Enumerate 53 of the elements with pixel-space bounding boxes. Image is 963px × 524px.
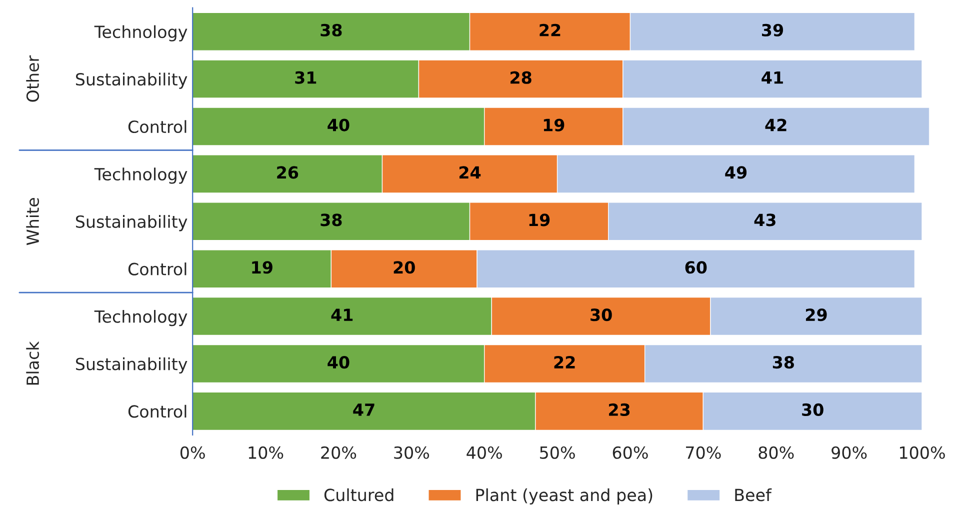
- x-tick-label: 50%: [540, 446, 575, 459]
- x-tick-label: 60%: [612, 446, 648, 459]
- x-tick-label: 0%: [180, 446, 205, 459]
- data-label: 41: [762, 71, 783, 84]
- y-tick-label: Control: [128, 120, 186, 134]
- legend-label: Cultured: [324, 488, 394, 502]
- data-label: 24: [459, 166, 481, 179]
- data-label: 23: [609, 403, 630, 416]
- data-label: 38: [320, 24, 342, 36]
- y-tick-label: Sustainability: [76, 357, 188, 374]
- data-label: 22: [540, 24, 560, 36]
- data-label: 38: [320, 214, 342, 226]
- data-label: 41: [331, 308, 353, 321]
- y-tick-label: Control: [128, 262, 186, 276]
- x-tick-label: 10%: [248, 446, 284, 459]
- y-tick-label: Technology: [94, 168, 188, 184]
- data-label: 40: [328, 356, 350, 369]
- data-label: 28: [510, 71, 532, 84]
- legend-label: Beef: [735, 488, 772, 502]
- data-label: 31: [295, 71, 316, 84]
- text: White: [26, 198, 40, 246]
- data-label: 39: [762, 24, 784, 36]
- data-label: 22: [554, 356, 575, 368]
- data-label: 30: [590, 308, 612, 322]
- data-label: 19: [252, 261, 272, 274]
- x-tick-label: 90%: [832, 446, 867, 459]
- text: Black: [26, 341, 40, 385]
- x-tick-label: 30%: [394, 446, 430, 459]
- x-tick-label: 100%: [900, 446, 945, 459]
- data-label: 29: [806, 308, 827, 322]
- data-label: 19: [544, 118, 564, 132]
- legend-label: Plant (yeast and pea): [476, 488, 652, 504]
- data-label: 42: [765, 118, 786, 132]
- x-tick-label: 40%: [466, 446, 502, 459]
- data-label: 19: [529, 214, 550, 226]
- data-label: 49: [725, 166, 747, 179]
- data-label: 20: [394, 261, 415, 274]
- data-label: 43: [754, 214, 776, 226]
- y-tick-label: Sustainability: [76, 72, 188, 89]
- data-label: 30: [802, 403, 824, 416]
- y-tick-label: Sustainability: [76, 215, 188, 232]
- data-label: 60: [685, 261, 707, 274]
- x-tick-label: 70%: [686, 446, 721, 459]
- x-tick-label: 20%: [321, 446, 356, 459]
- data-label: 40: [328, 118, 350, 132]
- y-tick-label: Control: [128, 404, 186, 418]
- data-label: 47: [353, 404, 374, 416]
- y-tick-label: Technology: [94, 310, 188, 326]
- text: Other: [26, 55, 40, 102]
- data-label: 26: [277, 166, 298, 179]
- y-tick-label: Technology: [94, 25, 188, 42]
- x-tick-label: 80%: [758, 446, 794, 459]
- data-label: 38: [772, 356, 794, 369]
